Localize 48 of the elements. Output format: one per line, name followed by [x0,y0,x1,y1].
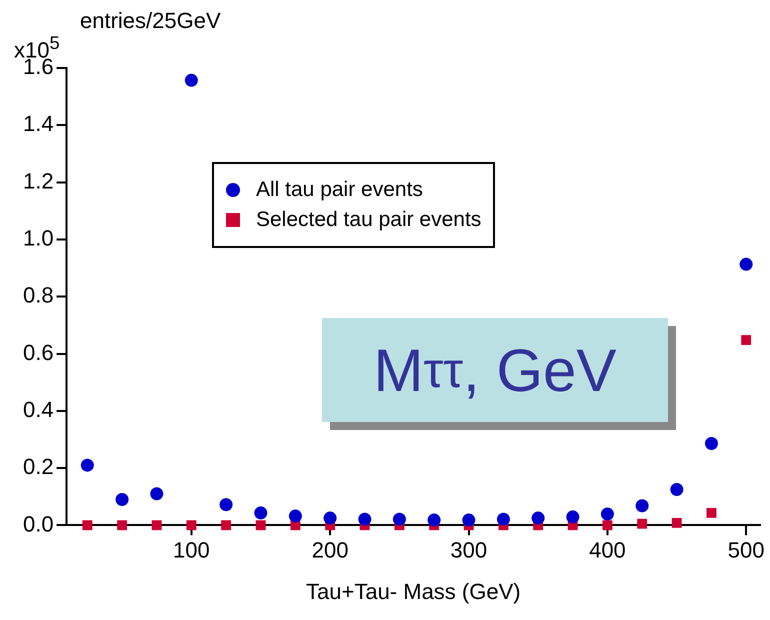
point [256,520,266,530]
point [636,499,649,512]
y-tick-label: 0.8 [22,282,54,308]
point [637,518,648,529]
legend-label: All tau pair events [256,178,423,202]
point [358,512,372,526]
point [428,514,441,527]
y-tick-label: 0.0 [22,511,54,536]
point [221,520,232,530]
y-tick-label: 0.4 [22,396,54,422]
y-tick-label: 0.6 [22,340,54,365]
y-tick-label: 1.2 [22,168,54,194]
point [82,520,92,530]
point [186,520,196,530]
point [254,506,268,520]
point [184,74,198,87]
legend-label: Selected tau pair events [256,208,482,232]
point [532,512,545,525]
point [220,498,233,512]
point [670,482,684,496]
point [392,512,406,526]
y-axis-title: entries/25GeV [80,8,221,34]
point [706,508,716,518]
x-tick-label: 400 [589,537,626,562]
point [704,436,718,450]
point [602,520,612,530]
x-tick-label: 100 [173,537,210,562]
point [324,512,337,525]
point [117,520,128,530]
y-tick-label: 1.0 [22,226,54,251]
point [150,487,164,500]
point [672,518,682,528]
point [740,258,753,271]
x-axis-title: Tau+Tau- Mass (GeV) [306,578,521,604]
y-tick-label: 1.4 [22,111,54,136]
x-tick-label: 500 [728,537,764,562]
point [116,492,129,506]
point [600,508,614,521]
x-tick-label: 300 [450,537,488,562]
point [496,512,510,526]
point [741,335,752,345]
point [462,514,476,527]
point [80,458,94,472]
point [288,510,302,523]
x-tick-label: 200 [312,537,348,562]
point [152,520,162,530]
point [566,510,580,524]
y-tick-label: 0.2 [22,454,54,480]
